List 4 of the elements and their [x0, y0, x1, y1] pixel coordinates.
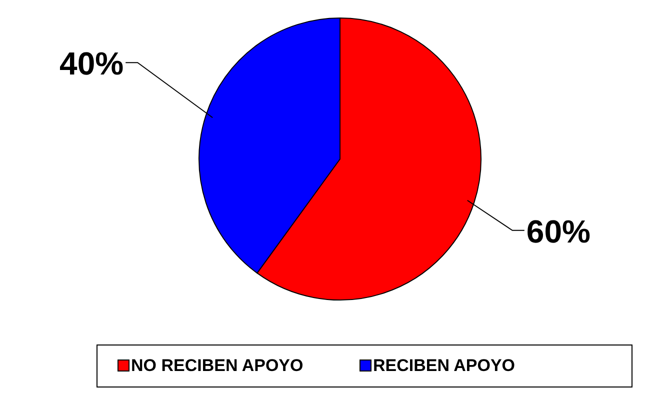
legend-label: RECIBEN APOYO — [373, 356, 516, 375]
legend-label: NO RECIBEN APOYO — [131, 356, 304, 375]
data-label: 60% — [526, 213, 590, 250]
data-label: 40% — [60, 46, 124, 82]
